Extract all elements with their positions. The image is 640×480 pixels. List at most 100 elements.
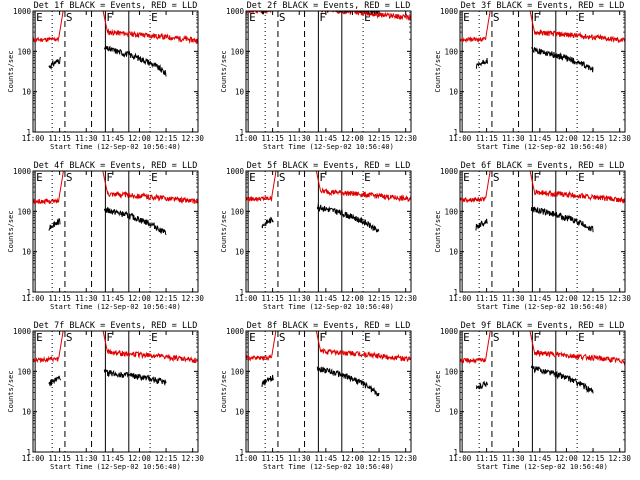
x-tick-label: 11:00: [235, 454, 258, 463]
chart-panel-2: Det 2f BLACK = Events, RED = LLD 1 10 100 10…: [220, 1, 417, 151]
y-tick-label: 1: [239, 448, 244, 457]
series-line-lld: [246, 171, 411, 203]
chart-panel-6: Det 6f BLACK = Events, RED = LLD 1 10 100 10…: [434, 161, 631, 311]
series-line-lld: [33, 171, 198, 205]
x-tick-label: 12:30: [608, 454, 631, 463]
y-axis-label: Counts/sec: [7, 370, 15, 412]
y-tick-label: 1000: [440, 327, 459, 336]
series-line-lld: [246, 331, 411, 362]
y-axis-label: Counts/sec: [7, 50, 15, 92]
time-marker-label: S: [279, 11, 286, 24]
series-line-events: [103, 368, 167, 387]
chart-panel-5: Det 5f BLACK = Events, RED = LLD 1 10 100 10…: [220, 161, 417, 311]
chart-title: Det 8f BLACK = Events, RED = LLD: [247, 321, 411, 331]
x-tick-label: 12:30: [181, 454, 204, 463]
y-tick-label: 1000: [13, 167, 32, 176]
x-axis-label: Start Time (12-Sep-02 10:56:40): [50, 303, 181, 311]
series-line-events: [103, 44, 167, 77]
y-tick-label: 100: [230, 367, 244, 376]
x-axis-label: Start Time (12-Sep-02 10:56:40): [263, 463, 394, 471]
x-tick-label: 11:30: [288, 454, 311, 463]
series-group: [33, 11, 198, 77]
x-tick-label: 11:45: [529, 454, 552, 463]
x-tick-label: 11:45: [102, 134, 125, 143]
y-tick-label: 1000: [226, 327, 245, 336]
x-tick-label: 11:00: [22, 134, 45, 143]
x-tick-label: 12:00: [555, 454, 578, 463]
x-tick-label: 12:30: [394, 134, 417, 143]
plot-frame: [245, 170, 412, 293]
x-tick-label: 12:15: [155, 134, 178, 143]
series-line-lld: [33, 11, 198, 45]
x-axis-label: Start Time (12-Sep-02 10:56:40): [263, 303, 394, 311]
chart-title: Det 6f BLACK = Events, RED = LLD: [461, 161, 625, 171]
time-marker-label: E: [578, 331, 585, 344]
time-marker-label: E: [36, 11, 43, 24]
time-marker-label: E: [578, 11, 585, 24]
series-group: [460, 171, 625, 233]
plot-frame: [459, 10, 626, 133]
y-tick-label: 100: [444, 207, 458, 216]
time-marker-label: E: [364, 11, 371, 24]
x-tick-label: 12:00: [128, 454, 151, 463]
y-axis-label: Counts/sec: [434, 210, 442, 252]
plot-frame: [32, 10, 199, 133]
x-tick-label: 11:00: [235, 294, 258, 303]
x-axis-label: Start Time (12-Sep-02 10:56:40): [477, 303, 608, 311]
time-marker-label: F: [533, 11, 540, 24]
time-marker-label: E: [249, 11, 256, 24]
series-line-lld: [460, 331, 625, 366]
y-tick-label: 1000: [440, 7, 459, 16]
x-tick-label: 12:30: [608, 294, 631, 303]
x-tick-label: 12:30: [394, 454, 417, 463]
time-marker-label: E: [463, 331, 470, 344]
time-marker-label: E: [578, 171, 585, 184]
time-marker-label: F: [106, 171, 113, 184]
y-tick-label: 10: [22, 88, 32, 97]
y-tick-label: 10: [235, 248, 245, 257]
y-tick-label: 1000: [13, 7, 32, 16]
y-tick-label: 1000: [13, 327, 32, 336]
time-marker-label: F: [319, 331, 326, 344]
time-marker-label: F: [319, 11, 326, 24]
y-tick-label: 1: [239, 288, 244, 297]
y-tick-label: 1: [26, 448, 31, 457]
time-marker-label: E: [463, 171, 470, 184]
x-tick-label: 11:30: [75, 294, 98, 303]
y-tick-label: 1: [453, 448, 458, 457]
y-tick-label: 1: [26, 128, 31, 137]
x-tick-label: 12:00: [128, 134, 151, 143]
y-tick-label: 100: [17, 367, 31, 376]
time-marker-label: E: [151, 171, 158, 184]
x-tick-label: 11:30: [502, 294, 525, 303]
time-marker-label: E: [151, 331, 158, 344]
x-tick-label: 11:00: [449, 294, 472, 303]
y-tick-label: 1: [453, 128, 458, 137]
x-tick-label: 12:30: [394, 294, 417, 303]
x-tick-label: 12:30: [181, 134, 204, 143]
y-axis-label: Counts/sec: [220, 370, 228, 412]
chart-panel-8: Det 8f BLACK = Events, RED = LLD 1 10 100 10…: [220, 321, 417, 471]
x-tick-label: 11:30: [502, 454, 525, 463]
series-line-lld: [460, 11, 625, 44]
x-tick-label: 11:00: [449, 454, 472, 463]
x-tick-label: 11:00: [449, 134, 472, 143]
chart-panel-1: Det 1f BLACK = Events, RED = LLD 1 10 100 10…: [7, 1, 204, 151]
series-line-events: [261, 216, 274, 229]
x-tick-label: 11:15: [261, 294, 284, 303]
x-tick-label: 11:00: [22, 454, 45, 463]
x-tick-label: 11:30: [75, 134, 98, 143]
x-tick-label: 12:00: [555, 134, 578, 143]
x-tick-label: 11:45: [315, 134, 338, 143]
x-axis-label: Start Time (12-Sep-02 10:56:40): [477, 463, 608, 471]
y-tick-label: 10: [235, 408, 245, 417]
y-tick-label: 100: [17, 207, 31, 216]
time-marker-label: S: [66, 11, 73, 24]
chart-panel-7: Det 7f BLACK = Events, RED = LLD 1 10 100 10…: [7, 321, 204, 471]
x-tick-label: 11:00: [22, 294, 45, 303]
y-tick-label: 10: [22, 248, 32, 257]
chart-title: Det 9f BLACK = Events, RED = LLD: [461, 321, 625, 331]
time-marker-label: S: [493, 331, 500, 344]
time-marker-label: E: [364, 331, 371, 344]
series-line-events: [261, 374, 274, 388]
